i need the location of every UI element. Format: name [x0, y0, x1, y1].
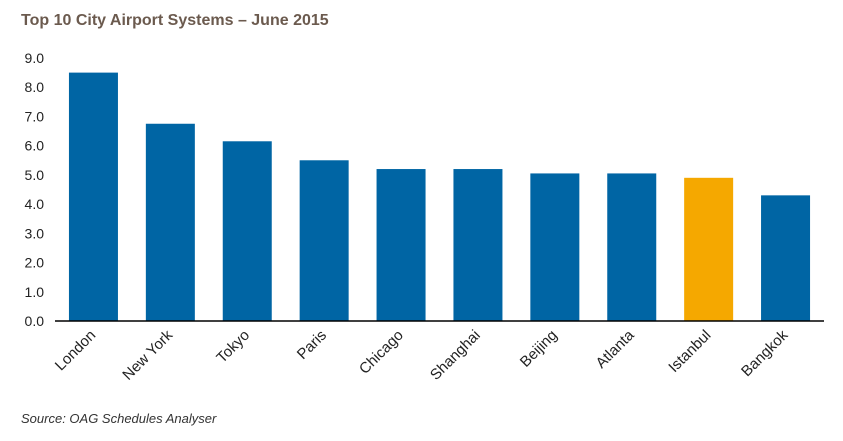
- x-axis-labels: London New York Tokyo Paris Chicago Shanghai B…: [52, 326, 792, 383]
- x-tick-label: New York: [119, 326, 176, 383]
- bar-beijing: [530, 173, 580, 321]
- bar-chicago: [376, 169, 426, 321]
- x-tick-label: Shanghai: [427, 327, 484, 384]
- x-tick-label: Atlanta: [593, 326, 639, 372]
- y-tick-label: 3.0: [25, 225, 45, 241]
- bar-paris: [299, 160, 349, 321]
- bar-bangkok: [761, 195, 811, 321]
- x-tick-label: Istanbul: [665, 327, 714, 376]
- y-tick-label: 4.0: [25, 196, 45, 212]
- y-tick-label: 0.0: [25, 313, 45, 329]
- x-tick-label: Tokyo: [213, 327, 253, 367]
- y-axis-ticks: 0.0 1.0 2.0 3.0 4.0 5.0 6.0 7.0 8.0 9.0: [25, 50, 45, 329]
- x-tick-label: Beijing: [517, 327, 561, 371]
- chart-title: Top 10 City Airport Systems – June 2015: [21, 12, 329, 29]
- x-tick-label: Bangkok: [738, 326, 792, 380]
- y-tick-label: 8.0: [25, 79, 45, 95]
- y-tick-label: 6.0: [25, 138, 45, 154]
- x-tick-label: London: [52, 327, 99, 374]
- bar-london: [68, 72, 118, 321]
- y-tick-label: 1.0: [25, 284, 45, 300]
- bar-shanghai: [453, 169, 503, 321]
- bar-atlanta: [607, 173, 657, 321]
- source-note: Source: OAG Schedules Analyser: [21, 411, 217, 426]
- y-tick-label: 2.0: [25, 255, 45, 271]
- y-tick-label: 7.0: [25, 108, 45, 124]
- bar-istanbul: [684, 177, 734, 321]
- y-tick-label: 5.0: [25, 167, 45, 183]
- x-tick-label: Paris: [294, 327, 330, 363]
- x-tick-label: Chicago: [356, 327, 407, 378]
- bar-new-york: [145, 123, 195, 321]
- bars: [68, 72, 811, 321]
- y-tick-label: 9.0: [25, 50, 45, 66]
- bar-tokyo: [222, 141, 272, 321]
